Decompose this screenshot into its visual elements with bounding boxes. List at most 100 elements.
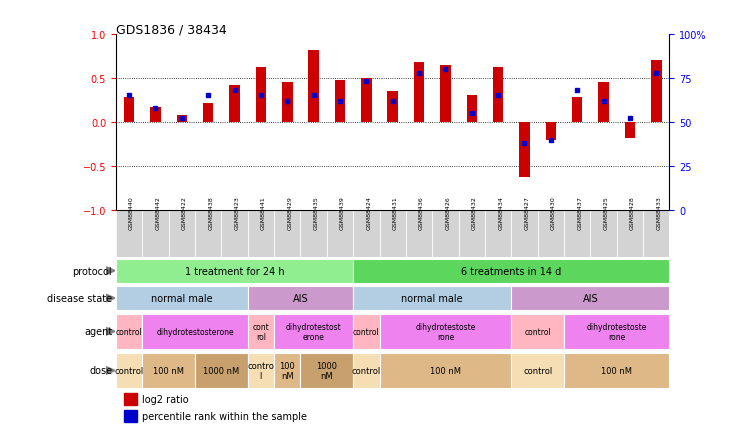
Bar xyxy=(512,210,538,257)
Bar xyxy=(651,61,661,122)
Bar xyxy=(353,210,379,257)
Text: GSM88431: GSM88431 xyxy=(393,196,398,230)
Bar xyxy=(142,314,248,349)
Bar xyxy=(282,83,292,122)
Bar xyxy=(177,115,187,122)
Text: dihydrotestosterone: dihydrotestosterone xyxy=(156,327,234,336)
Text: GSM88434: GSM88434 xyxy=(498,196,503,230)
Text: GSM88442: GSM88442 xyxy=(156,196,161,230)
Bar xyxy=(248,210,274,257)
Bar xyxy=(116,286,248,310)
Polygon shape xyxy=(106,367,115,375)
Bar xyxy=(248,314,274,349)
Text: protocol: protocol xyxy=(73,266,112,276)
Bar xyxy=(150,108,161,122)
Bar xyxy=(124,393,137,405)
Text: contro
l: contro l xyxy=(248,361,275,380)
Text: AIS: AIS xyxy=(583,293,598,303)
Bar xyxy=(195,353,248,388)
Bar xyxy=(512,353,564,388)
Text: GSM88423: GSM88423 xyxy=(235,196,239,230)
Bar xyxy=(512,314,564,349)
Bar xyxy=(379,353,512,388)
Polygon shape xyxy=(106,295,115,302)
Text: 6 treatments in 14 d: 6 treatments in 14 d xyxy=(462,266,562,276)
Bar xyxy=(248,353,274,388)
Text: GSM88439: GSM88439 xyxy=(340,196,345,230)
Polygon shape xyxy=(106,328,115,335)
Bar xyxy=(124,98,135,122)
Text: control: control xyxy=(353,327,380,336)
Bar xyxy=(124,410,137,423)
Bar xyxy=(274,353,301,388)
Text: log2 ratio: log2 ratio xyxy=(142,394,189,404)
Text: GSM88426: GSM88426 xyxy=(445,196,450,230)
Bar xyxy=(617,210,643,257)
Text: normal male: normal male xyxy=(402,293,463,303)
Text: dihydrotestoste
rone: dihydrotestoste rone xyxy=(415,322,476,341)
Bar xyxy=(538,210,564,257)
Text: control: control xyxy=(114,366,144,375)
Text: GSM88428: GSM88428 xyxy=(630,196,635,230)
Text: 100 nM: 100 nM xyxy=(153,366,184,375)
Text: GSM88436: GSM88436 xyxy=(419,196,424,230)
Bar xyxy=(195,210,221,257)
Text: GSM88437: GSM88437 xyxy=(577,196,582,230)
Bar xyxy=(406,210,432,257)
Text: 1000
nM: 1000 nM xyxy=(316,361,337,380)
Bar xyxy=(256,68,266,122)
Bar xyxy=(590,210,617,257)
Bar xyxy=(274,314,353,349)
Text: agent: agent xyxy=(84,327,112,336)
Bar xyxy=(168,210,195,257)
Bar xyxy=(361,79,372,122)
Bar xyxy=(643,210,669,257)
Text: GSM88425: GSM88425 xyxy=(604,196,609,230)
Bar xyxy=(598,83,609,122)
Bar xyxy=(485,210,512,257)
Bar xyxy=(142,210,168,257)
Bar xyxy=(564,210,590,257)
Bar xyxy=(440,66,451,122)
Bar xyxy=(564,314,669,349)
Text: GSM88422: GSM88422 xyxy=(182,196,187,230)
Text: GSM88438: GSM88438 xyxy=(208,196,213,230)
Text: normal male: normal male xyxy=(151,293,212,303)
Bar xyxy=(545,122,556,140)
Polygon shape xyxy=(106,267,115,275)
Bar xyxy=(512,286,669,310)
Text: GSM88440: GSM88440 xyxy=(129,196,134,230)
Text: AIS: AIS xyxy=(292,293,308,303)
Text: GSM88433: GSM88433 xyxy=(656,196,661,230)
Bar xyxy=(221,210,248,257)
Text: control: control xyxy=(116,327,143,336)
Bar xyxy=(334,80,346,122)
Text: GSM88432: GSM88432 xyxy=(472,196,476,230)
Text: 1000 nM: 1000 nM xyxy=(203,366,239,375)
Bar xyxy=(572,98,583,122)
Bar xyxy=(301,353,353,388)
Bar xyxy=(301,210,327,257)
Bar xyxy=(432,210,459,257)
Text: GSM88427: GSM88427 xyxy=(524,196,530,230)
Bar xyxy=(116,314,142,349)
Bar xyxy=(116,259,353,283)
Bar xyxy=(230,85,240,122)
Bar xyxy=(327,210,353,257)
Text: GSM88430: GSM88430 xyxy=(551,196,556,230)
Text: GSM88429: GSM88429 xyxy=(287,196,292,230)
Bar xyxy=(116,353,142,388)
Bar xyxy=(248,286,353,310)
Text: dihydrotestost
erone: dihydrotestost erone xyxy=(286,322,342,341)
Bar xyxy=(353,259,669,283)
Text: cont
rol: cont rol xyxy=(253,322,269,341)
Text: GSM88435: GSM88435 xyxy=(313,196,319,230)
Bar xyxy=(387,92,398,122)
Bar xyxy=(308,50,319,122)
Text: GSM88424: GSM88424 xyxy=(367,196,371,230)
Bar xyxy=(564,353,669,388)
Text: dose: dose xyxy=(89,366,112,375)
Bar xyxy=(142,353,195,388)
Text: percentile rank within the sample: percentile rank within the sample xyxy=(142,411,307,421)
Bar xyxy=(493,68,503,122)
